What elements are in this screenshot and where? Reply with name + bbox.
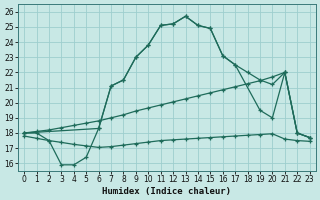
X-axis label: Humidex (Indice chaleur): Humidex (Indice chaleur) [102, 187, 231, 196]
